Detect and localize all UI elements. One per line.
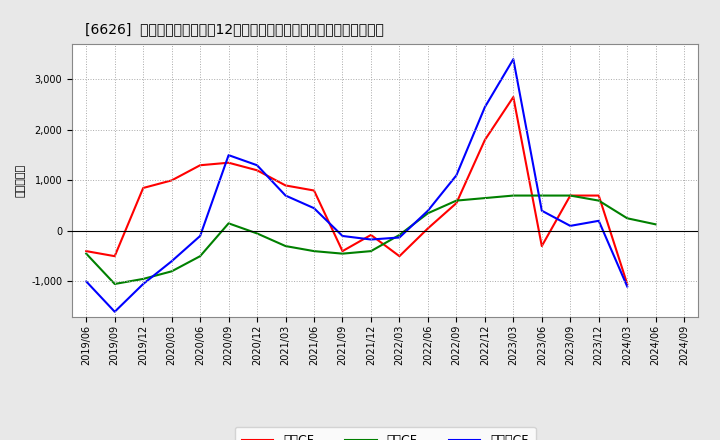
営業CF <box>167 178 176 183</box>
営業CF <box>566 193 575 198</box>
営業CF <box>82 249 91 254</box>
投資CF <box>225 221 233 226</box>
投資CF <box>110 281 119 286</box>
営業CF <box>623 281 631 286</box>
投資CF <box>310 249 318 254</box>
フリーCF <box>452 173 461 178</box>
投資CF <box>623 216 631 221</box>
フリーCF <box>509 56 518 62</box>
投資CF <box>595 198 603 203</box>
フリーCF <box>196 233 204 238</box>
投資CF <box>652 222 660 227</box>
営業CF <box>338 249 347 254</box>
Line: 営業CF: 営業CF <box>86 97 627 284</box>
投資CF <box>509 193 518 198</box>
Line: フリーCF: フリーCF <box>86 59 627 312</box>
フリーCF <box>282 193 290 198</box>
投資CF <box>366 249 375 254</box>
投資CF <box>253 231 261 236</box>
営業CF <box>282 183 290 188</box>
フリーCF <box>167 259 176 264</box>
営業CF <box>253 168 261 173</box>
営業CF <box>595 193 603 198</box>
営業CF <box>196 163 204 168</box>
Y-axis label: （百万円）: （百万円） <box>16 164 26 197</box>
フリーCF <box>423 208 432 213</box>
投資CF <box>395 232 404 238</box>
投資CF <box>452 198 461 203</box>
営業CF <box>225 160 233 165</box>
フリーCF <box>566 223 575 228</box>
営業CF <box>423 226 432 231</box>
営業CF <box>110 253 119 259</box>
営業CF <box>139 185 148 191</box>
投資CF <box>537 193 546 198</box>
営業CF <box>366 232 375 238</box>
営業CF <box>480 137 489 143</box>
Text: [6626]  キャッシュフローの12か月移動合計の対前年同期増減額の推移: [6626] キャッシュフローの12か月移動合計の対前年同期増減額の推移 <box>84 22 384 36</box>
Line: 投資CF: 投資CF <box>86 195 656 284</box>
フリーCF <box>595 218 603 224</box>
フリーCF <box>338 233 347 238</box>
投資CF <box>282 243 290 249</box>
投資CF <box>82 251 91 256</box>
投資CF <box>566 193 575 198</box>
フリーCF <box>395 235 404 240</box>
投資CF <box>480 195 489 201</box>
フリーCF <box>225 153 233 158</box>
投資CF <box>139 276 148 282</box>
フリーCF <box>480 105 489 110</box>
投資CF <box>423 211 432 216</box>
営業CF <box>395 253 404 259</box>
フリーCF <box>366 237 375 242</box>
営業CF <box>537 243 546 249</box>
フリーCF <box>82 279 91 284</box>
フリーCF <box>110 309 119 315</box>
投資CF <box>196 253 204 259</box>
フリーCF <box>537 208 546 213</box>
営業CF <box>452 201 461 206</box>
営業CF <box>310 188 318 193</box>
フリーCF <box>310 205 318 211</box>
営業CF <box>509 95 518 100</box>
投資CF <box>338 251 347 256</box>
フリーCF <box>623 284 631 289</box>
Legend: 営業CF, 投資CF, フリーCF: 営業CF, 投資CF, フリーCF <box>235 427 536 440</box>
投資CF <box>167 269 176 274</box>
フリーCF <box>253 163 261 168</box>
フリーCF <box>139 281 148 286</box>
